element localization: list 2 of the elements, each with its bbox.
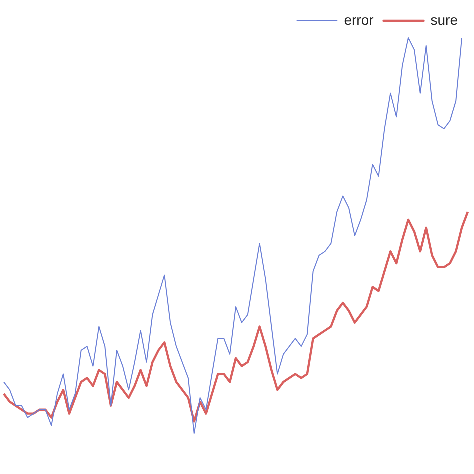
legend-label: error bbox=[344, 12, 374, 28]
legend-label: sure bbox=[430, 12, 458, 28]
